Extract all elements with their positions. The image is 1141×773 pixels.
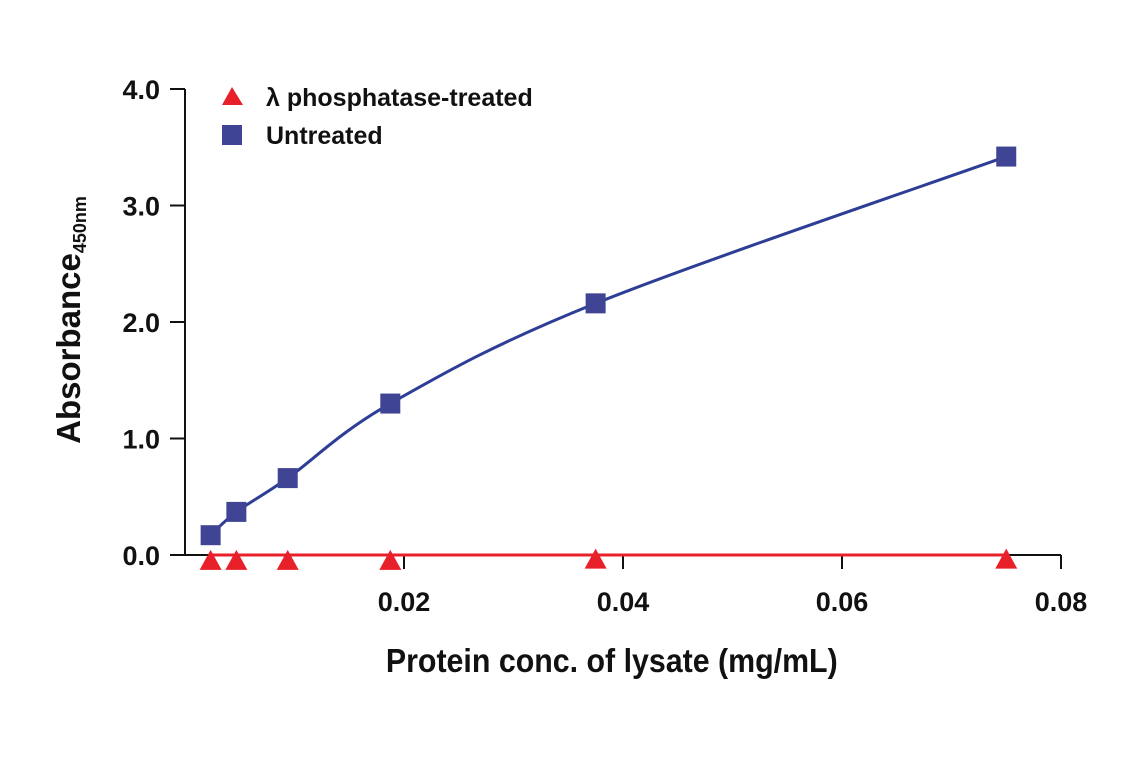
legend-triangle-marker bbox=[222, 87, 243, 105]
phosphatase-point bbox=[199, 549, 222, 570]
tick-labels: 0.0 1.0 2.0 3.0 4.0 0.02 0.04 0.06 0.08 bbox=[122, 75, 1087, 617]
untreated-point bbox=[380, 393, 401, 414]
untreated-point bbox=[226, 501, 247, 522]
phosphatase-point bbox=[379, 549, 402, 570]
phosphatase-point bbox=[995, 548, 1018, 569]
y-axis-label-subscript: 450nm bbox=[70, 196, 90, 253]
y-tick-label: 0.0 bbox=[122, 541, 160, 571]
plot-area bbox=[199, 146, 1018, 570]
y-axis-label-main: Absorbance bbox=[50, 253, 87, 444]
y-tick-label: 2.0 bbox=[122, 308, 160, 338]
legend: λ phosphatase-treated Untreated bbox=[222, 84, 533, 150]
x-tick-label: 0.06 bbox=[816, 587, 869, 617]
axes bbox=[170, 88, 1062, 569]
phosphatase-point bbox=[584, 548, 607, 569]
phosphatase-point bbox=[276, 549, 299, 570]
y-tick-label: 1.0 bbox=[122, 425, 160, 455]
x-tick-label: 0.04 bbox=[597, 587, 650, 617]
y-tick-label: 3.0 bbox=[122, 192, 160, 222]
untreated-point bbox=[200, 525, 221, 546]
untreated-point bbox=[996, 146, 1017, 167]
untreated-fit-curve bbox=[209, 155, 1007, 537]
legend-label-phosphatase: λ phosphatase-treated bbox=[266, 84, 533, 112]
phosphatase-point bbox=[225, 549, 248, 570]
legend-square-marker bbox=[222, 125, 242, 145]
untreated-point bbox=[277, 468, 298, 489]
y-axis-label: Absorbance450nm bbox=[50, 196, 90, 444]
x-axis-label: Protein conc. of lysate (mg/mL) bbox=[386, 642, 838, 679]
y-tick-label: 4.0 bbox=[122, 75, 160, 105]
legend-label-untreated: Untreated bbox=[266, 122, 383, 150]
x-tick-label: 0.02 bbox=[378, 587, 431, 617]
x-tick-label: 0.08 bbox=[1035, 587, 1088, 617]
untreated-point bbox=[585, 293, 606, 314]
